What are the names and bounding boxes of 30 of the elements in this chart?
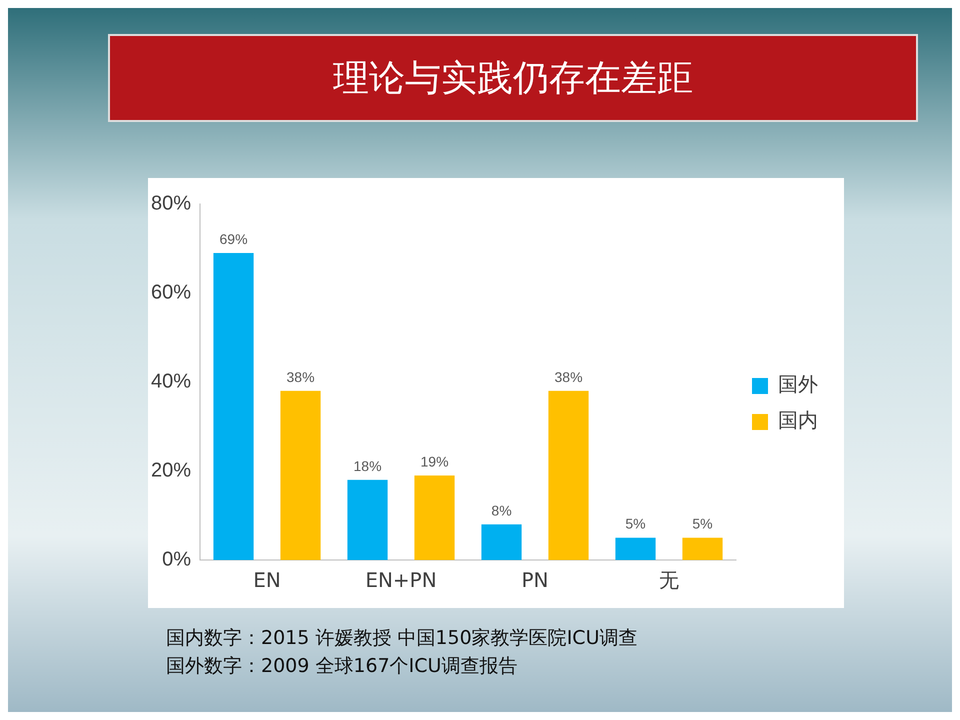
text: 国外数字：2009 全球167个ICU调查报告	[166, 654, 518, 679]
x-tick-label: EN	[253, 568, 281, 592]
bar	[481, 524, 522, 560]
data-label: 5%	[692, 516, 713, 532]
bar	[347, 480, 388, 560]
data-label: 19%	[420, 453, 449, 470]
y-tick-label: 0%	[162, 548, 192, 571]
bar	[615, 538, 656, 560]
bar	[213, 252, 254, 560]
chart-title: 理论与实践仍存在差距	[108, 34, 918, 122]
y-tick-label: 80%	[151, 192, 192, 215]
x-tick-label: PN	[521, 568, 549, 592]
bar	[414, 475, 455, 560]
data-label: 69%	[220, 230, 248, 247]
y-tick-label: 40%	[151, 370, 192, 393]
x-tick-label: 无	[659, 568, 680, 592]
data-label: 18%	[354, 458, 382, 474]
data-label: 38%	[554, 368, 583, 385]
y-tick-label: 20%	[151, 460, 192, 482]
legend-label: 国内	[778, 408, 818, 432]
data-label: 38%	[286, 368, 315, 385]
text: 国内数字：2015 许媛教授 中国150家教学医院ICU调查	[166, 626, 638, 651]
legend-label: 国外	[778, 372, 818, 396]
data-label: 8%	[491, 502, 512, 518]
x-tick-label: EN+PN	[365, 568, 437, 592]
bar	[280, 390, 321, 560]
bar	[682, 538, 723, 560]
bar	[548, 390, 589, 560]
y-tick-label: 60%	[151, 282, 192, 304]
data-label: 5%	[625, 516, 646, 532]
